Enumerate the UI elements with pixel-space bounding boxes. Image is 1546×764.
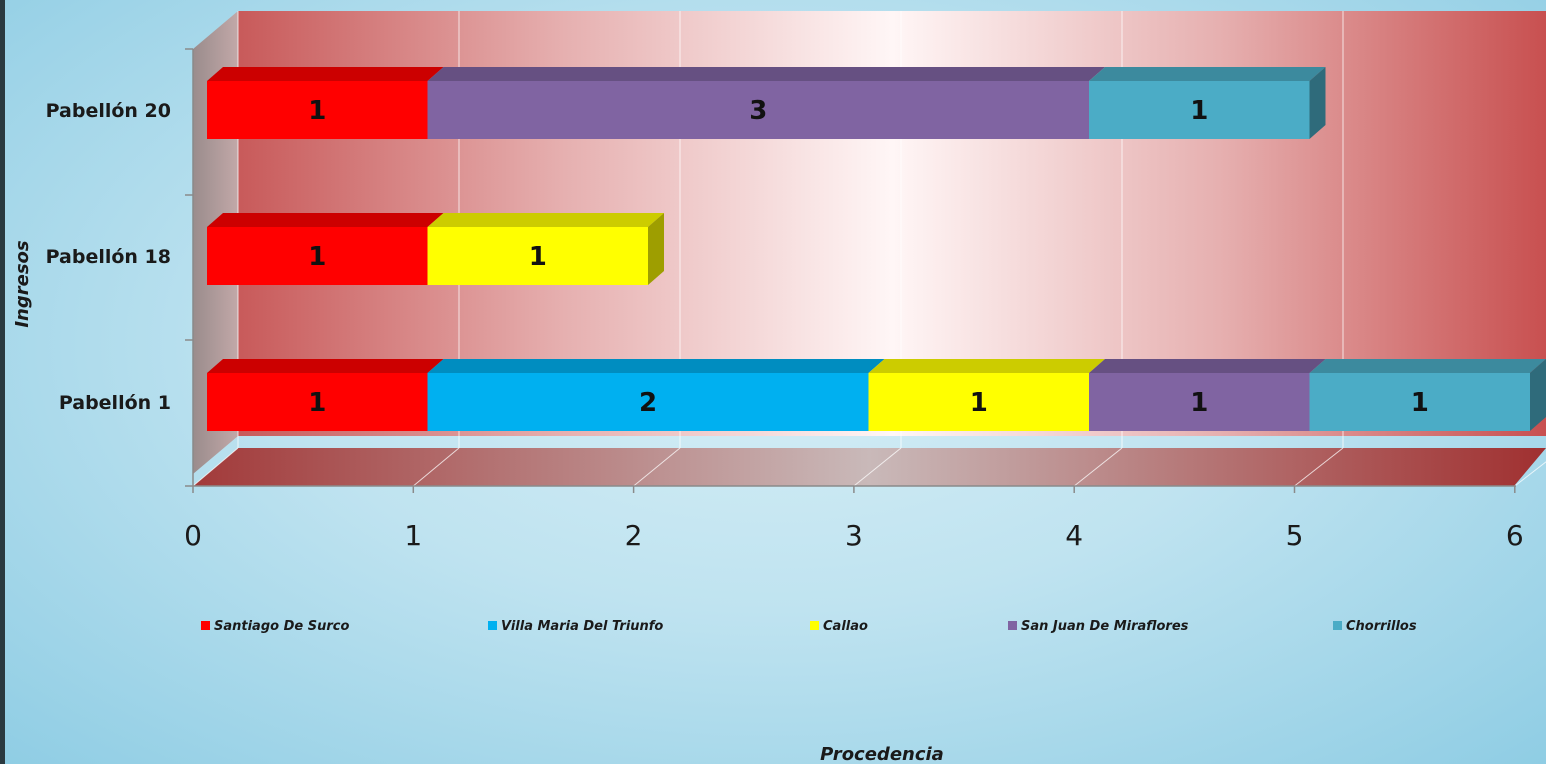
bar-segment: 1 [207, 359, 444, 431]
bar-front-face [427, 373, 869, 431]
category-labels: Pabellón 1 Pabellón 18 Pabellón 20 [46, 100, 171, 414]
legend-item: Villa Maria Del Triunfo [488, 619, 663, 634]
bar-side-face [648, 213, 664, 285]
bar-top-face [207, 213, 444, 227]
bar-front-face [207, 81, 428, 139]
bar-front-face [427, 81, 1089, 139]
legend-swatch [1333, 621, 1342, 630]
bar-top-face [868, 359, 1105, 373]
bar-front-face [868, 373, 1089, 431]
bar-segment: 1 [1089, 67, 1326, 139]
data-label: 1 [1411, 388, 1429, 418]
data-label: 2 [639, 388, 657, 418]
data-label: 1 [308, 388, 326, 418]
bar-segment: 1 [868, 359, 1105, 431]
gridline-floor [412, 447, 460, 487]
bar-top-face [207, 67, 444, 81]
bar-side-face [1309, 67, 1326, 139]
bar-top-face [207, 359, 444, 373]
data-label: 3 [749, 96, 767, 126]
left-edge-border [0, 0, 5, 764]
category-label: Pabellón 18 [46, 246, 171, 268]
x-axis-title: Procedencia [820, 744, 944, 764]
legend-label: Santiago De Surco [214, 619, 349, 634]
bar-segment: 1 [427, 213, 664, 285]
bar-top-face [427, 359, 885, 373]
bar-top-face [1309, 359, 1546, 373]
legend-item: Santiago De Surco [201, 619, 349, 634]
x-tick-label: 5 [1286, 519, 1304, 552]
gridline-floor [853, 447, 902, 487]
bar-top-face [427, 67, 1105, 81]
gridline-floor [1294, 447, 1344, 487]
bar-segment: 3 [427, 67, 1105, 139]
gridline-floor [1514, 461, 1546, 487]
legend-item: Chorrillos [1333, 619, 1417, 634]
bar-segment: 1 [207, 67, 444, 139]
bar-front-face [207, 227, 428, 285]
legend-swatch [488, 621, 497, 630]
bar-front-face [1089, 81, 1310, 139]
bar-top-face [427, 213, 664, 227]
gridline-floor [633, 447, 681, 487]
bar-front-face [427, 227, 648, 285]
legend-swatch [201, 621, 210, 630]
bar-segment: 1 [1089, 359, 1326, 431]
bar-segment: 1 [207, 213, 444, 285]
x-tick-label: 3 [845, 519, 863, 552]
x-tick-label: 1 [404, 519, 422, 552]
legend-label: Chorrillos [1346, 619, 1417, 634]
floor [193, 448, 1546, 486]
data-label: 1 [1190, 388, 1208, 418]
bar-segment: 2 [427, 359, 885, 431]
legend: Santiago De Surco Villa Maria Del Triunfo… [201, 619, 1417, 634]
x-tick-label: 0 [184, 519, 202, 552]
category-label: Pabellón 1 [59, 392, 171, 414]
data-label: 1 [308, 242, 326, 272]
legend-label: Villa Maria Del Triunfo [501, 619, 663, 634]
gridline-floor [192, 447, 239, 487]
data-label: 1 [308, 96, 326, 126]
legend-label: Callao [823, 619, 868, 634]
legend-item: San Juan De Miraflores [1008, 619, 1189, 634]
x-tick-label: 6 [1506, 519, 1524, 552]
category-label: Pabellón 20 [46, 100, 171, 122]
legend-label: San Juan De Miraflores [1021, 619, 1189, 634]
bar-segment: 1 [1309, 359, 1546, 431]
bar-front-face [1089, 373, 1310, 431]
legend-item: Callao [810, 619, 868, 634]
bar-side-face [1530, 359, 1546, 431]
data-label: 1 [529, 242, 547, 272]
bars: 1 2 1 1 1 1 1 1 3 1 [207, 67, 1546, 431]
tick-labels: 0 1 2 3 4 5 6 [184, 519, 1524, 552]
x-tick-label: 4 [1065, 519, 1083, 552]
legend-swatch [1008, 621, 1017, 630]
bar-front-face [1309, 373, 1530, 431]
bar-top-face [1089, 359, 1326, 373]
bar-front-face [207, 373, 428, 431]
gridline-floor [1073, 447, 1123, 487]
data-label: 1 [1190, 96, 1208, 126]
y-axis-title: Ingresos [12, 240, 33, 328]
bar-top-face [1089, 67, 1326, 81]
x-tick-label: 2 [625, 519, 643, 552]
legend-swatch [810, 621, 819, 630]
axes [185, 48, 1516, 493]
data-label: 1 [970, 388, 988, 418]
